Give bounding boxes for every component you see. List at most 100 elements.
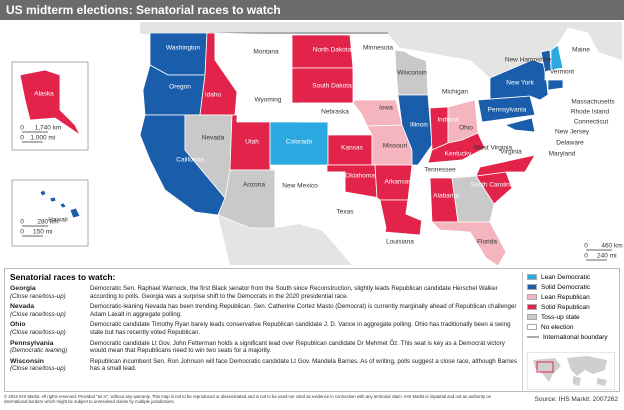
race-text: Democratic Sen. Raphael Warnock, the fir…	[90, 285, 498, 300]
state-label: Oregon	[169, 84, 191, 91]
race-state: Ohio	[10, 321, 26, 329]
mexico	[218, 215, 352, 265]
state	[397, 94, 433, 166]
race-state: Georgia	[10, 285, 36, 292]
source: Source: IHS Markit: 2007262	[534, 396, 618, 403]
state	[435, 61, 467, 109]
states	[19, 27, 599, 267]
state-label: Montana	[253, 49, 279, 56]
state-label: Arizona	[243, 182, 265, 189]
scale-label: 1,740 km	[35, 125, 62, 132]
race-note: (Close race/toss-up)	[10, 310, 66, 318]
scale-bars: 0 1,740 km 0 1,000 mi 0 280 km 0 150 mi 0 460 km 0…	[20, 125, 623, 261]
state	[299, 171, 387, 266]
state-label: Nebraska	[321, 109, 349, 116]
state-label: Wisconsin	[397, 70, 427, 77]
state	[534, 101, 546, 126]
legend-item: Lean Republican	[527, 292, 623, 302]
state-label: Kansas	[341, 145, 363, 152]
state-label: Massachusetts	[571, 99, 615, 106]
state	[544, 69, 573, 81]
race-note: (Democratic leaning)	[10, 347, 68, 355]
state-label: Colorado	[286, 139, 313, 146]
legend-item: Solid Republican	[527, 302, 623, 312]
state-label: South Dakota	[312, 83, 352, 90]
race-name: Ohio (Close race/toss-up)	[10, 321, 90, 336]
scale-label: 150 mi	[33, 229, 53, 236]
state-label: Washington	[166, 45, 200, 52]
state-label: Maryland	[549, 151, 576, 158]
legend-label: No election	[541, 323, 574, 331]
boundary-swatch	[527, 336, 539, 338]
legend-label: International boundary	[543, 333, 608, 341]
race-name: Wisconsin (Close race/toss-up)	[10, 358, 90, 373]
locator-map	[527, 352, 615, 390]
state-label: Connecticut	[574, 119, 609, 126]
race-note: (Close race/toss-up)	[10, 365, 66, 373]
scale-label: 0	[584, 243, 588, 250]
race-row: Ohio (Close race/toss-up) Democratic candi…	[10, 321, 520, 336]
race-text: Democratic candidate Timothy Ryan barely…	[90, 321, 511, 336]
state-label: New York	[506, 80, 534, 87]
race-state: Nevada	[10, 303, 35, 311]
state-label: Michigan	[442, 89, 468, 96]
state-label: Arkansas	[384, 179, 412, 186]
state-label: Vermont	[550, 69, 574, 76]
scale-label: 0	[20, 125, 24, 132]
state-label: New Jersey	[555, 129, 590, 136]
race-note: (Close race/toss-up)	[10, 292, 66, 300]
state-label: Maine	[572, 47, 590, 54]
state-label: Louisiana	[386, 239, 414, 246]
state	[59, 202, 67, 209]
state-label: Texas	[337, 209, 355, 216]
state-label: New Mexico	[282, 183, 318, 190]
legend-swatch	[527, 314, 537, 320]
races-heading: Senatorial races to watch:	[10, 272, 116, 282]
state-label: Rhode Island	[571, 109, 610, 116]
map: Washington Oregon California Idaho Nevada Mon…	[11, 22, 623, 267]
state-label: Minnesota	[363, 45, 393, 52]
legend-item: International boundary	[527, 332, 623, 342]
state	[352, 34, 399, 101]
race-name: Nevada (Close race/toss-up)	[10, 303, 90, 318]
state-label: Indiana	[437, 117, 459, 124]
state	[39, 189, 47, 197]
state	[477, 123, 504, 151]
state-label: Wyoming	[254, 97, 281, 104]
state-label: Tennessee	[424, 167, 456, 174]
race-row: Georgia (Close race/toss-up) Democratic Se…	[10, 285, 520, 300]
state	[19, 69, 82, 137]
scale-label: 0	[20, 135, 24, 142]
legend-swatch	[527, 284, 537, 290]
race-state: Wisconsin	[10, 357, 44, 365]
state	[69, 207, 81, 219]
race-note: (Close race/toss-up)	[10, 328, 66, 336]
state-label: Idaho	[205, 92, 222, 99]
state-label: Ohio	[459, 125, 473, 132]
legend-item: No election	[527, 322, 623, 332]
title-bar: US midterm elections: Senatorial races t…	[0, 0, 624, 20]
state	[503, 117, 536, 133]
legend-swatch	[527, 294, 537, 300]
legend-label: Solid Democratic	[541, 283, 591, 291]
races: Senatorial races to watch: Georgia (Close…	[10, 272, 520, 376]
legend-items: Lean Democratic Solid Democratic Lean Repu…	[527, 272, 623, 332]
legend-label: Solid Republican	[541, 303, 590, 311]
state-label: North Dakota	[313, 47, 352, 54]
state-label: Missouri	[383, 143, 407, 150]
legend-swatch	[527, 274, 537, 280]
scale-label: 1,000 mi	[30, 135, 55, 142]
race-row: Pennsylvania (Democratic leaning) Democrat…	[10, 340, 520, 355]
state-label: Iowa	[379, 105, 393, 112]
legend-swatch	[527, 304, 537, 310]
scale-label: 460 km	[601, 243, 622, 250]
copyright: © 2022 IHS Markit. All rights reserved. …	[4, 394, 492, 405]
state	[429, 106, 449, 151]
state	[214, 32, 293, 83]
legend-label: Lean Republican	[541, 293, 590, 301]
legend-swatch	[527, 324, 537, 330]
race-row: Wisconsin (Close race/toss-up) Republican …	[10, 358, 520, 373]
state-label: Delaware	[556, 140, 584, 147]
race-text: Democratic-leaning Nevada has been trend…	[90, 303, 517, 318]
state	[547, 79, 564, 91]
